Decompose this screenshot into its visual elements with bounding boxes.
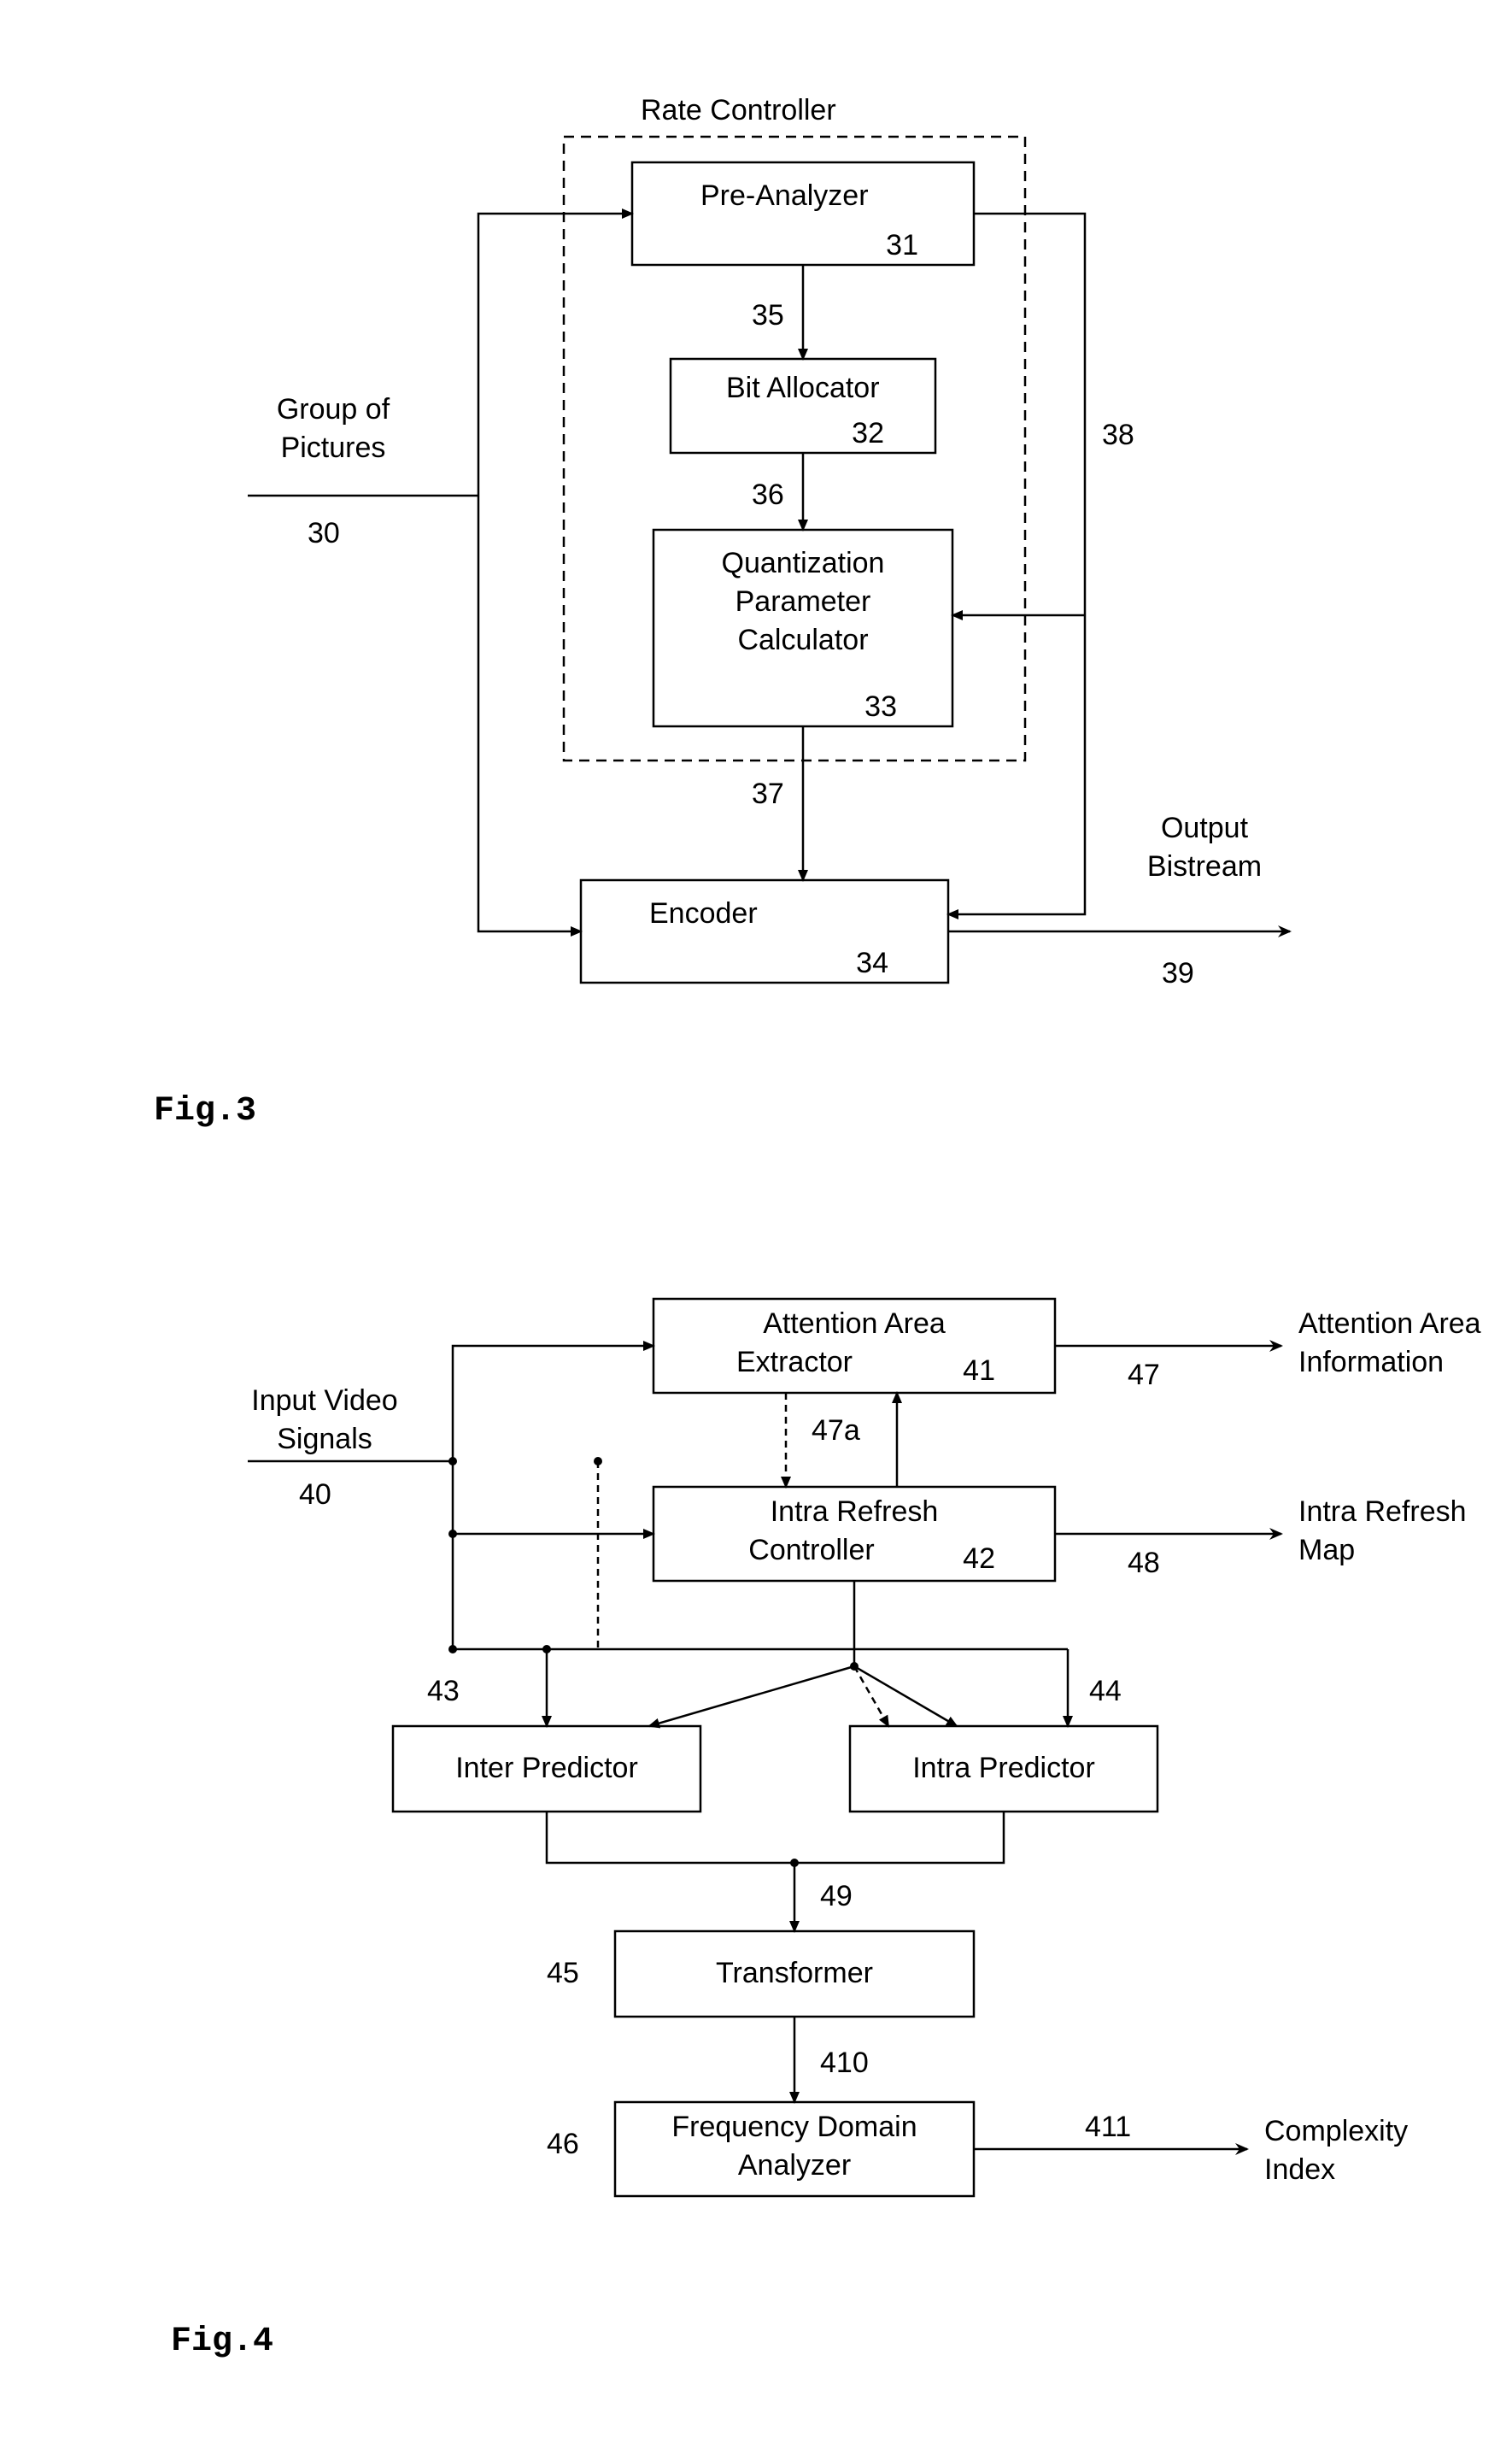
- fda-l1: Frequency Domain: [671, 2111, 917, 2143]
- irc-num: 42: [963, 1542, 995, 1575]
- num-47: 47: [1128, 1359, 1160, 1391]
- fig3-caption: Fig.3: [154, 1092, 256, 1131]
- qp-calc-l3: Calculator: [737, 624, 868, 656]
- num-411: 411: [1085, 2111, 1131, 2143]
- wire: [453, 1346, 653, 1461]
- irc-l2: Controller: [748, 1534, 874, 1566]
- junction-dot: [594, 1457, 602, 1465]
- num-36: 36: [752, 479, 784, 511]
- num-410: 410: [820, 2047, 869, 2079]
- encoder-num: 34: [856, 947, 888, 979]
- junction-dot: [448, 1530, 457, 1538]
- num-45: 45: [547, 1957, 579, 1989]
- wire: [649, 1666, 854, 1726]
- bit-allocator-num: 32: [852, 417, 884, 449]
- num-44: 44: [1089, 1675, 1122, 1707]
- fig3-diagram: Rate Controller Pre-Analyzer 31 Bit Allo…: [154, 94, 1290, 1131]
- num-47a: 47a: [812, 1414, 860, 1447]
- transformer-label: Transformer: [716, 1957, 873, 1989]
- gop-label-1: Group of: [277, 393, 390, 426]
- num-43: 43: [427, 1675, 460, 1707]
- pre-analyzer-block: [632, 162, 974, 265]
- qp-calc-l2: Parameter: [735, 585, 871, 618]
- aae-l2: Extractor: [736, 1346, 853, 1378]
- fig4-diagram: Attention Area Extractor 41 Intra Refres…: [171, 1299, 1481, 2361]
- num-49: 49: [820, 1880, 853, 1912]
- wire: [854, 1666, 957, 1726]
- encoder-label: Encoder: [649, 897, 758, 930]
- junction-dot: [448, 1645, 457, 1653]
- irm-l1: Intra Refresh: [1298, 1495, 1467, 1528]
- wire: [794, 1812, 1004, 1863]
- num-30: 30: [308, 517, 340, 549]
- num-38: 38: [1102, 419, 1134, 451]
- fig4-caption: Fig.4: [171, 2323, 273, 2361]
- wire: [478, 496, 581, 931]
- ci-l1: Complexity: [1264, 2115, 1408, 2147]
- ci-l2: Index: [1264, 2153, 1335, 2186]
- input-video-l1: Input Video: [251, 1384, 397, 1417]
- num-46: 46: [547, 2128, 579, 2160]
- num-48: 48: [1128, 1547, 1160, 1579]
- irc-l1: Intra Refresh: [771, 1495, 939, 1528]
- irm-l2: Map: [1298, 1534, 1355, 1566]
- aai-l1: Attention Area: [1298, 1307, 1481, 1340]
- out-label-2: Bistream: [1147, 850, 1262, 883]
- out-label-1: Output: [1161, 812, 1249, 844]
- intra-pred-label: Intra Predictor: [912, 1752, 1095, 1784]
- num-40: 40: [299, 1478, 331, 1511]
- wire: [478, 214, 632, 496]
- wire: [453, 1461, 653, 1534]
- bit-allocator-label: Bit Allocator: [726, 372, 880, 404]
- junction-dot: [790, 1859, 799, 1867]
- encoder-block: [581, 880, 948, 983]
- num-37: 37: [752, 778, 784, 810]
- wire: [547, 1812, 794, 1863]
- qp-calc-num: 33: [864, 690, 897, 723]
- input-video-l2: Signals: [277, 1423, 372, 1455]
- gop-label-2: Pictures: [281, 432, 386, 464]
- fda-l2: Analyzer: [738, 2149, 851, 2182]
- qp-calc-l1: Quantization: [722, 547, 885, 579]
- aae-num: 41: [963, 1354, 995, 1387]
- pre-analyzer-label: Pre-Analyzer: [700, 179, 869, 212]
- wire-38-to-enc: [948, 214, 1085, 914]
- aae-l1: Attention Area: [763, 1307, 946, 1340]
- rate-controller-title: Rate Controller: [641, 94, 836, 126]
- num-39: 39: [1162, 957, 1194, 990]
- inter-pred-label: Inter Predictor: [455, 1752, 638, 1784]
- pre-analyzer-num: 31: [886, 229, 918, 261]
- junction-dot: [542, 1645, 551, 1653]
- num-35: 35: [752, 299, 784, 332]
- aai-l2: Information: [1298, 1346, 1444, 1378]
